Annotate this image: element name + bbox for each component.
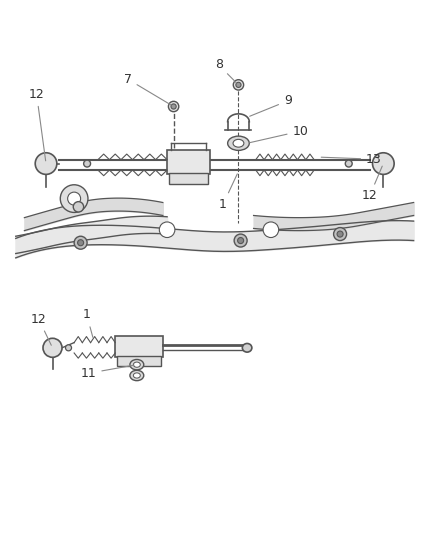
Text: 1: 1	[83, 309, 93, 337]
Text: 11: 11	[81, 365, 134, 380]
Bar	[169, 173, 208, 184]
Circle shape	[35, 153, 57, 174]
Circle shape	[67, 192, 81, 205]
Circle shape	[84, 160, 91, 167]
Text: 8: 8	[215, 59, 237, 83]
Text: 1: 1	[219, 174, 237, 211]
Ellipse shape	[242, 343, 252, 352]
Circle shape	[43, 338, 62, 357]
Text: 10: 10	[250, 125, 308, 143]
Text: 12: 12	[362, 166, 382, 203]
Bar	[115, 336, 163, 357]
Bar	[167, 150, 210, 174]
Circle shape	[74, 236, 87, 249]
Circle shape	[78, 240, 84, 246]
Circle shape	[168, 101, 179, 112]
Circle shape	[159, 222, 175, 238]
Ellipse shape	[228, 136, 249, 150]
Circle shape	[60, 185, 88, 213]
Circle shape	[234, 234, 247, 247]
Text: 12: 12	[29, 88, 46, 161]
Text: 12: 12	[31, 313, 51, 345]
Circle shape	[171, 104, 176, 109]
Circle shape	[66, 345, 71, 351]
Bar	[117, 357, 161, 366]
Circle shape	[233, 80, 244, 90]
Ellipse shape	[134, 373, 140, 378]
Text: 13: 13	[321, 153, 382, 166]
Circle shape	[73, 201, 84, 212]
Circle shape	[334, 228, 346, 240]
Circle shape	[372, 153, 394, 174]
Ellipse shape	[233, 139, 244, 147]
Circle shape	[263, 222, 279, 238]
Ellipse shape	[134, 362, 140, 367]
Circle shape	[236, 82, 241, 87]
Circle shape	[345, 160, 352, 167]
Circle shape	[337, 231, 343, 237]
Ellipse shape	[130, 370, 144, 381]
Text: 9: 9	[250, 94, 292, 116]
Circle shape	[237, 238, 244, 244]
Ellipse shape	[130, 359, 144, 370]
Text: 7: 7	[124, 72, 171, 105]
